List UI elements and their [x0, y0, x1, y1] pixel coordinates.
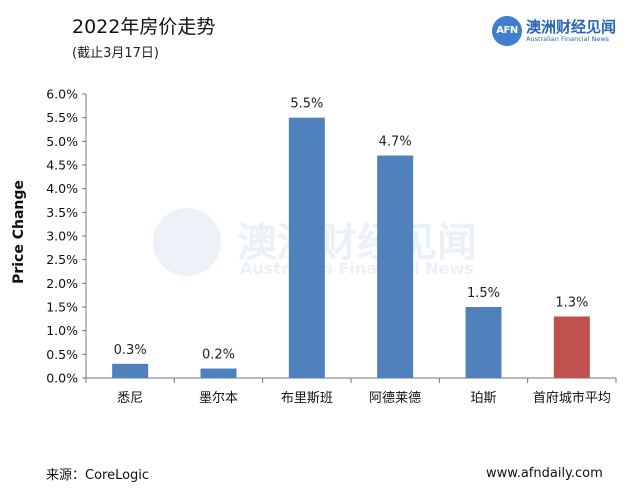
y-tick-label: 2.0%	[46, 276, 78, 291]
category-label: 布里斯班	[281, 391, 333, 406]
y-tick-label: 1.0%	[46, 323, 78, 338]
chart-title: 2022年房价走势	[72, 16, 216, 38]
category-label: 首府城市平均	[533, 390, 611, 406]
data-label: 4.7%	[379, 135, 412, 150]
y-tick-label: 5.5%	[46, 110, 78, 125]
y-tick-label: 1.5%	[46, 300, 78, 315]
bar	[377, 155, 414, 378]
logo-mark: AFN	[492, 16, 522, 46]
y-tick-label: 5.0%	[46, 134, 78, 149]
y-tick-label: 2.5%	[46, 252, 78, 267]
category-label: 悉尼	[117, 391, 143, 406]
category-label: 珀斯	[470, 391, 496, 406]
logo-name-cn: 澳洲财经见闻	[526, 18, 617, 36]
data-label: 1.5%	[467, 286, 500, 301]
bar	[553, 316, 590, 378]
y-tick-label: 3.5%	[46, 205, 78, 220]
bar	[465, 307, 502, 378]
data-label: 0.2%	[202, 348, 235, 363]
watermark-logo	[153, 208, 221, 276]
afn-logo: AFN 澳洲财经见闻 Australian Financial News	[492, 16, 622, 46]
data-label: 0.3%	[114, 343, 147, 358]
website-url: www.afndaily.com	[486, 466, 603, 481]
y-tick-label: 0.0%	[46, 371, 78, 386]
data-label: 1.3%	[555, 295, 588, 310]
bar	[200, 368, 237, 378]
y-tick-label: 4.0%	[46, 181, 78, 196]
category-label: 墨尔本	[199, 391, 238, 406]
bar	[288, 117, 325, 379]
y-tick-label: 3.0%	[46, 229, 78, 244]
y-tick-label: 4.5%	[46, 158, 78, 173]
category-label: 阿德莱德	[369, 391, 421, 406]
bar	[112, 363, 149, 378]
data-label: 5.5%	[290, 97, 323, 112]
y-tick-label: 6.0%	[46, 87, 78, 102]
chart-subtitle: (截止3月17日)	[72, 46, 159, 61]
y-tick-label: 0.5%	[46, 347, 78, 362]
watermark-name-cn: 澳洲财经见闻	[237, 220, 477, 266]
logo-name-en: Australian Financial News	[526, 35, 610, 43]
watermark-name-en: Australian Financial News	[240, 259, 474, 278]
source-note: 来源：CoreLogic	[46, 468, 150, 483]
